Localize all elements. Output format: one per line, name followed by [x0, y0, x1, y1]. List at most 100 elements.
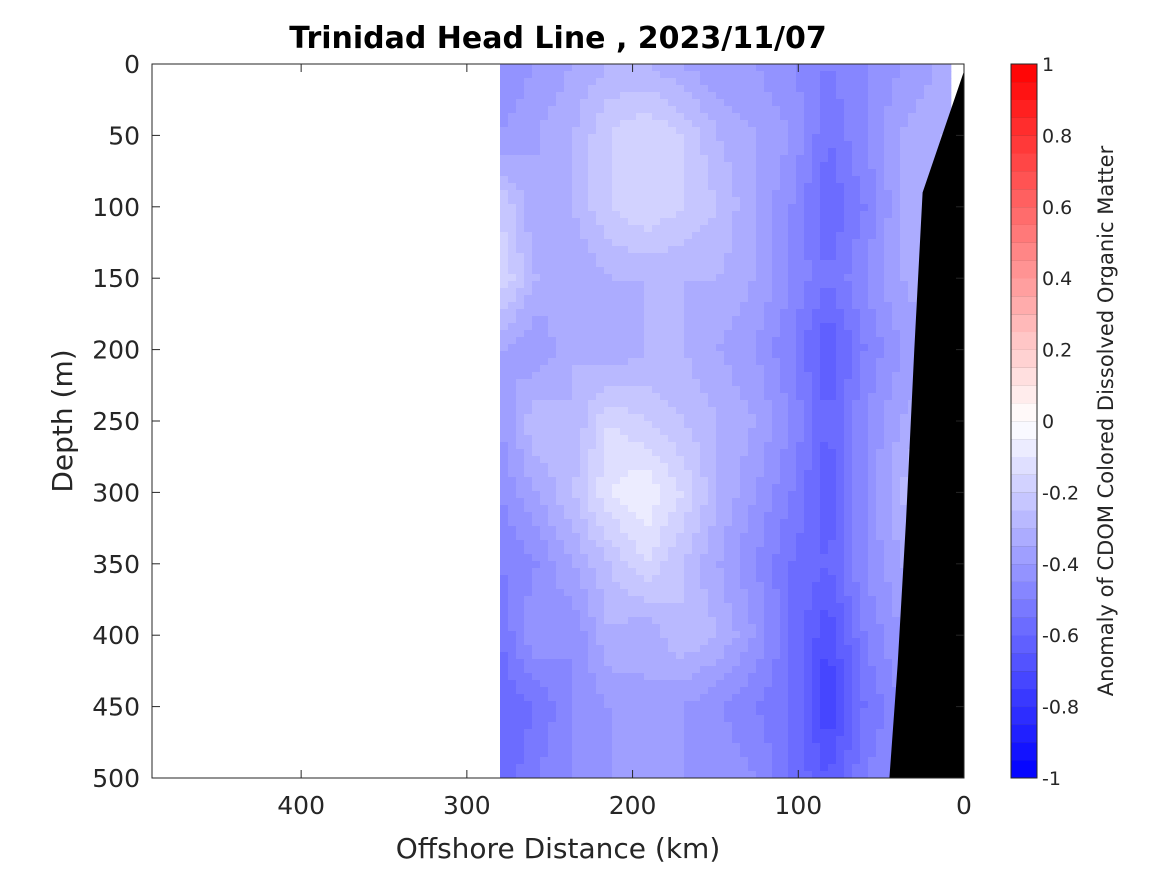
heatmap-cell [780, 323, 789, 331]
heatmap-cell [596, 680, 605, 688]
heatmap-cell [604, 225, 613, 233]
heatmap-cell [508, 631, 517, 639]
heatmap-cell [580, 309, 589, 317]
heatmap-cell [860, 295, 869, 303]
heatmap-cell [620, 267, 629, 275]
heatmap-cell [804, 113, 813, 121]
heatmap-cell [636, 715, 645, 723]
heatmap-cell [564, 540, 573, 548]
heatmap-cell [636, 596, 645, 604]
heatmap-cell [844, 617, 853, 625]
heatmap-cell [700, 526, 709, 534]
heatmap-cell [796, 204, 805, 212]
heatmap-cell [812, 358, 821, 366]
heatmap-cell [564, 232, 573, 240]
heatmap-cell [780, 407, 789, 415]
heatmap-cell [884, 624, 893, 632]
heatmap-cell [860, 190, 869, 198]
heatmap-cell [828, 330, 837, 338]
heatmap-cell [692, 750, 701, 758]
heatmap-cell [652, 547, 661, 555]
heatmap-cell [796, 477, 805, 485]
heatmap-cell [724, 708, 733, 716]
heatmap-cell [652, 274, 661, 282]
heatmap-cell [740, 526, 749, 534]
heatmap-cell [588, 99, 597, 107]
heatmap-cell [604, 85, 613, 93]
heatmap-cell [572, 302, 581, 310]
heatmap-cell [580, 645, 589, 653]
heatmap-cell [876, 519, 885, 527]
heatmap-cell [732, 106, 741, 114]
heatmap-cell [788, 358, 797, 366]
heatmap-cell [556, 379, 565, 387]
heatmap-cell [516, 764, 525, 772]
heatmap-cell [660, 729, 669, 737]
heatmap-cell [556, 309, 565, 317]
heatmap-cell [700, 442, 709, 450]
heatmap-cell [812, 106, 821, 114]
heatmap-cell [780, 659, 789, 667]
heatmap-cell [708, 183, 717, 191]
heatmap-cell [756, 638, 765, 646]
heatmap-cell [852, 99, 861, 107]
heatmap-cell [676, 316, 685, 324]
heatmap-cell [636, 316, 645, 324]
heatmap-cell [732, 176, 741, 184]
heatmap-cell [660, 456, 669, 464]
heatmap-cell [532, 218, 541, 226]
heatmap-cell [844, 106, 853, 114]
heatmap-cell [548, 456, 557, 464]
heatmap-cell [516, 78, 525, 86]
heatmap-cell [716, 246, 725, 254]
heatmap-cell [596, 743, 605, 751]
heatmap-cell [692, 512, 701, 520]
heatmap-cell [772, 491, 781, 499]
heatmap-cell [564, 456, 573, 464]
heatmap-cell [804, 92, 813, 100]
heatmap-cell [532, 645, 541, 653]
heatmap-cell [812, 372, 821, 380]
heatmap-cell [628, 673, 637, 681]
heatmap-cell [516, 71, 525, 79]
heatmap-cell [556, 400, 565, 408]
heatmap-cell [708, 645, 717, 653]
heatmap-cell [612, 288, 621, 296]
heatmap-cell [804, 491, 813, 499]
heatmap-cell [724, 575, 733, 583]
heatmap-cell [796, 631, 805, 639]
heatmap-cell [868, 407, 877, 415]
heatmap-cell [692, 477, 701, 485]
heatmap-cell [692, 498, 701, 506]
heatmap-cell [740, 428, 749, 436]
heatmap-cell [764, 498, 773, 506]
heatmap-cell [516, 393, 525, 401]
heatmap-cell [500, 715, 509, 723]
heatmap-cell [668, 603, 677, 611]
heatmap-cell [508, 316, 517, 324]
heatmap-cell [732, 519, 741, 527]
heatmap-cell [564, 477, 573, 485]
heatmap-cell [884, 365, 893, 373]
heatmap-cell [580, 323, 589, 331]
heatmap-cell [828, 120, 837, 128]
heatmap-cell [796, 547, 805, 555]
heatmap-cell [876, 225, 885, 233]
heatmap-cell [508, 526, 517, 534]
heatmap-cell [548, 253, 557, 261]
heatmap-cell [884, 372, 893, 380]
heatmap-cell [532, 610, 541, 618]
heatmap-cell [524, 736, 533, 744]
heatmap-cell [668, 666, 677, 674]
heatmap-cell [604, 99, 613, 107]
heatmap-cell [684, 372, 693, 380]
heatmap-cell [820, 414, 829, 422]
heatmap-cell [628, 295, 637, 303]
heatmap-cell [524, 134, 533, 142]
heatmap-cell [524, 631, 533, 639]
heatmap-cell [788, 232, 797, 240]
heatmap-cell [692, 295, 701, 303]
heatmap-cell [588, 78, 597, 86]
heatmap-cell [620, 414, 629, 422]
heatmap-cell [508, 155, 517, 163]
